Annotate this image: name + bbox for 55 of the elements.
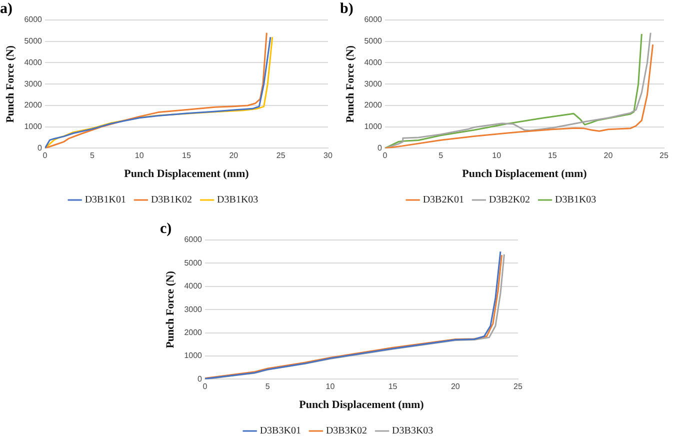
y-tick-label: 1000 <box>184 351 203 360</box>
x-tick-label: 25 <box>660 151 669 160</box>
x-tick-label: 20 <box>604 151 614 160</box>
legend-label: D3B3K02 <box>326 426 368 437</box>
y-tick-label: 5000 <box>184 258 203 268</box>
y-tick-label: 2000 <box>24 100 43 110</box>
x-tick-label: 20 <box>450 382 460 392</box>
x-tick-label: 10 <box>492 151 502 160</box>
y-tick-label: 6000 <box>364 15 383 24</box>
y-tick-label: 6000 <box>24 15 43 24</box>
y-tick-label: 4000 <box>364 58 383 67</box>
y-tick-label: 0 <box>198 374 203 384</box>
y-tick-label: 1000 <box>24 122 43 132</box>
y-axis-title: Punch Force (N) <box>164 270 176 348</box>
legend-label: D3B1K03 <box>555 194 596 206</box>
y-tick-label: 6000 <box>184 235 203 244</box>
legend-label: D3B3K01 <box>260 426 301 437</box>
x-tick-label: 5 <box>90 151 95 160</box>
x-tick-label: 25 <box>514 382 523 392</box>
y-tick-label: 5000 <box>24 36 43 46</box>
legend-label: D3B3K03 <box>392 426 434 437</box>
x-tick-label: 30 <box>324 151 333 160</box>
legend-label: D3B1K02 <box>150 194 192 206</box>
chart-title: b) <box>340 0 354 17</box>
x-axis-title: Punch Displacement (mm) <box>299 399 424 412</box>
legend-label: D3B1K03 <box>217 194 258 206</box>
legend-label: D3B2K02 <box>488 194 530 206</box>
x-tick-label: 5 <box>265 382 270 392</box>
chart-title: a) <box>0 0 12 17</box>
y-axis-title: Punch Force (N) <box>344 45 356 123</box>
y-tick-label: 3000 <box>184 304 203 314</box>
y-tick-label: 5000 <box>364 36 383 46</box>
x-tick-label: 15 <box>182 151 192 160</box>
x-axis-title: Punch Displacement (mm) <box>462 168 588 180</box>
y-tick-label: 2000 <box>364 100 383 110</box>
x-tick-label: 10 <box>326 382 336 392</box>
y-tick-label: 3000 <box>364 79 383 88</box>
y-tick-label: 0 <box>38 143 43 152</box>
y-tick-label: 1000 <box>364 122 383 132</box>
legend-label: D3B1K01 <box>84 194 126 206</box>
y-tick-label: 0 <box>378 143 383 152</box>
x-tick-label: 10 <box>134 151 144 160</box>
chart-title: c) <box>160 220 172 237</box>
x-tick-label: 5 <box>438 151 444 160</box>
x-axis-title: Punch Displacement (mm) <box>124 168 250 180</box>
y-axis-title: Punch Force (N) <box>4 45 16 123</box>
x-tick-label: 15 <box>388 382 398 392</box>
x-tick-label: 15 <box>548 151 558 160</box>
x-tick-label: 25 <box>276 151 286 160</box>
y-tick-label: 4000 <box>184 282 203 291</box>
legend-label: D3B2K01 <box>422 194 464 206</box>
y-tick-label: 2000 <box>184 328 203 338</box>
y-tick-label: 3000 <box>24 79 43 88</box>
x-tick-label: 20 <box>229 151 239 160</box>
y-tick-label: 4000 <box>24 58 43 67</box>
